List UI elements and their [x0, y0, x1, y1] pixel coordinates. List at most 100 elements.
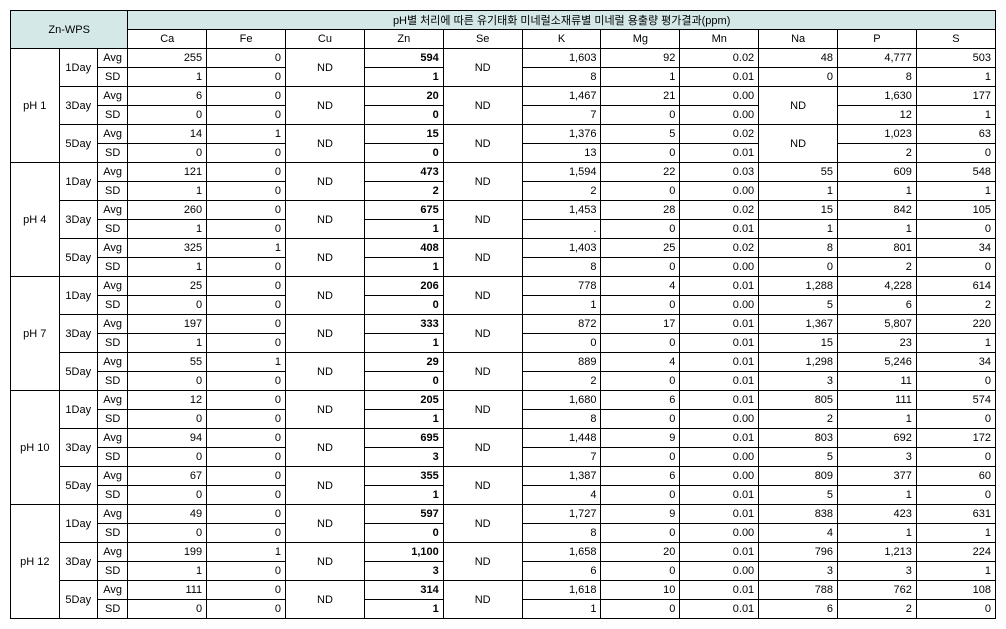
cell: 1	[207, 125, 286, 144]
cell: 0.00	[680, 410, 759, 429]
col-header: Cu	[286, 30, 365, 49]
day-label: 5Day	[59, 581, 97, 619]
cell: 25	[601, 239, 680, 258]
cell: 8	[838, 68, 917, 87]
cell: 0.00	[680, 562, 759, 581]
cell: 0.01	[680, 68, 759, 87]
cell: 4,228	[838, 277, 917, 296]
cell: 25	[128, 277, 207, 296]
cell: 2	[522, 372, 601, 391]
cell: ND	[443, 163, 522, 201]
cell: 838	[759, 505, 838, 524]
cell: 0	[759, 68, 838, 87]
cell: 1	[128, 182, 207, 201]
stat-label: SD	[97, 410, 127, 429]
cell: 67	[128, 467, 207, 486]
cell: 6	[601, 467, 680, 486]
cell: 1,618	[522, 581, 601, 600]
cell: 0	[128, 410, 207, 429]
cell: 0.01	[680, 391, 759, 410]
cell: 0.00	[680, 467, 759, 486]
cell: 4,777	[838, 49, 917, 68]
cell: 8	[522, 524, 601, 543]
cell: 0.02	[680, 125, 759, 144]
cell: 0	[207, 182, 286, 201]
stat-label: SD	[97, 524, 127, 543]
day-label: 5Day	[59, 353, 97, 391]
cell: 1	[128, 220, 207, 239]
cell: 0	[128, 486, 207, 505]
cell: 778	[522, 277, 601, 296]
cell: 172	[916, 429, 995, 448]
col-header: Mg	[601, 30, 680, 49]
cell: 1	[916, 68, 995, 87]
stat-label: Avg	[97, 49, 127, 68]
cell: 3	[759, 562, 838, 581]
cell: 0	[601, 258, 680, 277]
cell: 1	[916, 562, 995, 581]
stat-label: SD	[97, 562, 127, 581]
cell: ND	[286, 239, 365, 277]
cell: ND	[286, 391, 365, 429]
cell: 0	[128, 296, 207, 315]
ph-label: pH 4	[11, 163, 60, 277]
ph-label: pH 10	[11, 391, 60, 505]
stat-label: SD	[97, 144, 127, 163]
cell: 0.00	[680, 87, 759, 106]
cell: 2	[364, 182, 443, 201]
cell: 55	[759, 163, 838, 182]
cell: 199	[128, 543, 207, 562]
cell: 788	[759, 581, 838, 600]
cell: 1,100	[364, 543, 443, 562]
cell: 1	[522, 600, 601, 619]
cell: 574	[916, 391, 995, 410]
cell: 809	[759, 467, 838, 486]
cell: 1,387	[522, 467, 601, 486]
col-header: Mn	[680, 30, 759, 49]
cell: ND	[286, 467, 365, 505]
cell: 872	[522, 315, 601, 334]
stat-label: Avg	[97, 467, 127, 486]
stat-label: SD	[97, 372, 127, 391]
cell: 0	[207, 562, 286, 581]
cell: 0.03	[680, 163, 759, 182]
cell: 0	[364, 296, 443, 315]
day-label: 3Day	[59, 429, 97, 467]
cell: 1,298	[759, 353, 838, 372]
cell: 6	[601, 391, 680, 410]
cell: 1,680	[522, 391, 601, 410]
cell: 314	[364, 581, 443, 600]
cell: 1,727	[522, 505, 601, 524]
cell: 0	[207, 372, 286, 391]
cell: 805	[759, 391, 838, 410]
cell: ND	[443, 353, 522, 391]
cell: 0	[207, 87, 286, 106]
cell: 1	[364, 410, 443, 429]
cell: 2	[838, 600, 917, 619]
cell: 0	[128, 106, 207, 125]
cell: ND	[443, 277, 522, 315]
cell: 1	[364, 334, 443, 353]
ph-label: pH 12	[11, 505, 60, 619]
stat-label: Avg	[97, 505, 127, 524]
day-label: 3Day	[59, 87, 97, 125]
ph-label: pH 1	[11, 49, 60, 163]
cell: 0.01	[680, 334, 759, 353]
cell: 111	[838, 391, 917, 410]
stat-label: SD	[97, 220, 127, 239]
col-header: Zn	[364, 30, 443, 49]
cell: ND	[443, 391, 522, 429]
cell: 4	[522, 486, 601, 505]
cell: 63	[916, 125, 995, 144]
cell: 0.01	[680, 315, 759, 334]
cell: 0.02	[680, 201, 759, 220]
cell: 594	[364, 49, 443, 68]
cell: ND	[443, 429, 522, 467]
cell: 0	[601, 600, 680, 619]
cell: 1,288	[759, 277, 838, 296]
cell: 0.01	[680, 353, 759, 372]
cell: ND	[286, 87, 365, 125]
cell: 889	[522, 353, 601, 372]
cell: 20	[364, 87, 443, 106]
cell: 0	[207, 391, 286, 410]
